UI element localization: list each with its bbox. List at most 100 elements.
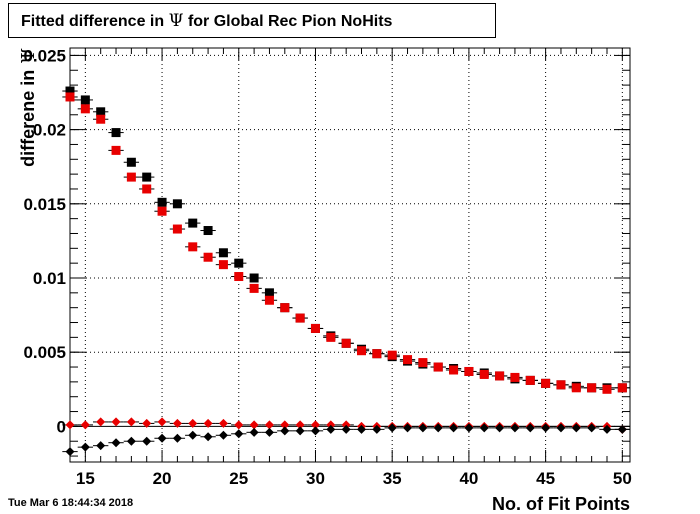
data-point [491, 423, 508, 433]
data-point [568, 423, 584, 433]
square-marker [249, 283, 259, 293]
data-point [108, 438, 124, 448]
diamond-marker [464, 423, 474, 433]
data-point [62, 420, 78, 430]
y-tick-label: 0.02 [33, 121, 66, 140]
timestamp: Tue Mar 6 18:44:34 2018 [8, 497, 134, 509]
diamond-marker [234, 429, 244, 439]
chart-title-prefix: Fitted difference in [21, 12, 165, 30]
diamond-marker [403, 423, 413, 433]
square-marker [264, 295, 274, 305]
square-marker [372, 349, 382, 359]
square-marker [510, 372, 520, 382]
diamond-marker [587, 423, 597, 433]
diamond-marker [157, 433, 167, 443]
x-tick-label: 20 [153, 469, 172, 488]
diamond-marker [310, 420, 320, 430]
diamond-marker [234, 420, 244, 430]
square-marker [571, 383, 581, 393]
data-point [553, 423, 569, 433]
diamond-marker [172, 433, 182, 443]
data-point [200, 418, 216, 428]
data-point [123, 157, 140, 167]
square-marker [556, 380, 566, 390]
square-marker [203, 226, 213, 236]
diamond-marker [80, 442, 90, 452]
square-marker [96, 107, 106, 117]
chart-title-suffix: for Global Rec Pion NoHits [187, 12, 393, 30]
data-point [430, 362, 446, 372]
square-marker [234, 272, 244, 282]
data-point [476, 423, 492, 433]
data-point [307, 420, 324, 430]
square-marker [172, 224, 182, 234]
diamond-marker [111, 417, 121, 427]
square-marker [310, 323, 320, 333]
diamond-marker [341, 424, 351, 434]
data-point [323, 332, 339, 342]
diamond-marker [264, 427, 274, 437]
square-marker [96, 114, 106, 124]
diamond-marker [449, 423, 459, 433]
data-point [384, 350, 400, 360]
square-marker [111, 145, 121, 155]
diamond-marker [188, 430, 198, 440]
data-point [583, 383, 600, 393]
square-marker [280, 303, 290, 313]
chart-title: Fitted difference in Ψ for Global Rec Pi… [21, 11, 392, 31]
data-point [353, 346, 370, 356]
y-axis-label: differene in Ψ [18, 48, 39, 167]
square-marker [387, 350, 397, 360]
diamond-marker [571, 423, 581, 433]
square-marker [188, 218, 198, 228]
series-4 [62, 423, 630, 457]
diamond-marker [264, 420, 274, 430]
data-point [169, 418, 186, 428]
square-marker [218, 248, 228, 258]
square-marker [126, 157, 136, 167]
diamond-marker [126, 417, 136, 427]
diamond-marker [280, 420, 290, 430]
data-point [599, 424, 615, 434]
data-point [338, 424, 354, 434]
square-marker [464, 366, 474, 376]
data-point [461, 366, 477, 376]
square-marker [525, 375, 535, 385]
square-marker [65, 86, 75, 96]
data-point [445, 423, 462, 433]
data-point [307, 323, 324, 333]
data-point [415, 423, 431, 433]
data-point [231, 420, 247, 430]
diamond-marker [65, 447, 75, 457]
data-point [522, 375, 538, 385]
data-point [430, 423, 446, 433]
square-marker [249, 273, 259, 283]
x-tick-label: 15 [76, 469, 95, 488]
data-point [231, 429, 247, 439]
square-marker [65, 92, 75, 102]
diamond-marker [479, 423, 489, 433]
square-marker [587, 383, 597, 393]
x-tick-label: 25 [229, 469, 248, 488]
square-marker [495, 371, 505, 381]
data-point [353, 424, 370, 434]
data-point [277, 426, 293, 436]
diamond-marker [418, 423, 428, 433]
x-tick-label: 50 [613, 469, 632, 488]
data-point [461, 423, 477, 433]
diamond-marker [326, 424, 336, 434]
data-point [369, 349, 385, 359]
data-point [261, 295, 278, 305]
data-point [154, 197, 170, 207]
data-point [614, 383, 630, 393]
x-axis-label: No. of Fit Points [492, 494, 630, 514]
diamond-marker [96, 441, 106, 451]
data-point [399, 355, 416, 365]
data-point [93, 114, 109, 124]
diamond-marker [142, 418, 152, 428]
diamond-marker [65, 420, 75, 430]
diamond-marker [357, 424, 367, 434]
diamond-marker [495, 423, 505, 433]
data-point [123, 172, 140, 182]
diamond-marker [203, 418, 213, 428]
